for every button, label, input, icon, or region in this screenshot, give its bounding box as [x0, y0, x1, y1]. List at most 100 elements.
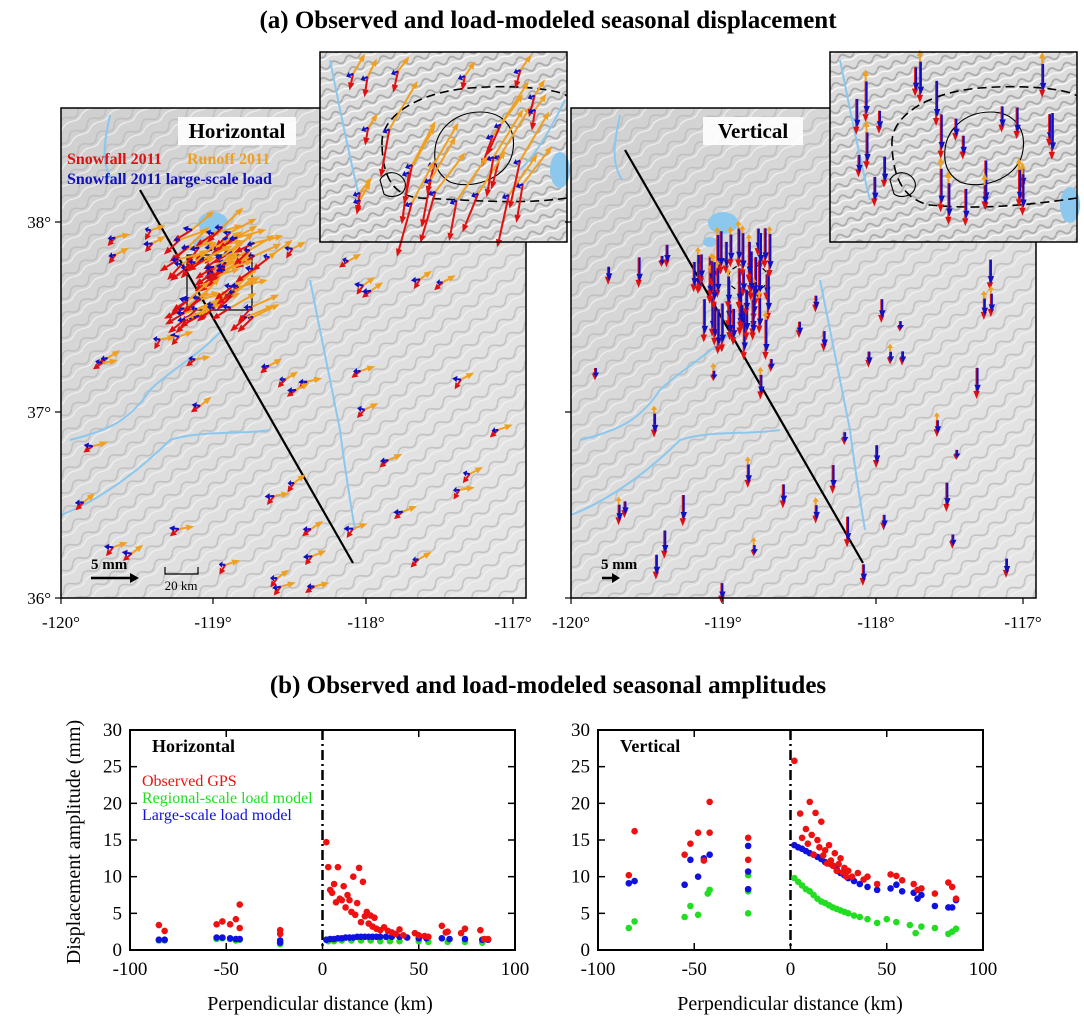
data-point-observed-gps	[400, 932, 407, 939]
largescale-arrow	[532, 110, 535, 111]
data-point-regional-scale-load-model	[745, 910, 752, 917]
data-point-observed-gps	[626, 872, 633, 879]
distance-scale-label: 20 km	[165, 578, 198, 593]
data-point-large-scale-load-model	[745, 886, 752, 893]
data-point-observed-gps	[695, 829, 702, 836]
largescale-arrow	[148, 230, 151, 231]
legend-entry: Large-scale load model	[142, 807, 292, 824]
data-point-large-scale-load-model	[695, 873, 702, 880]
map-label-horizontal: Horizontal	[189, 119, 286, 143]
data-point-observed-gps	[425, 934, 432, 941]
y-tick-label: 25	[571, 757, 590, 778]
data-point-observed-gps	[833, 868, 840, 875]
data-point-observed-gps	[814, 837, 821, 844]
y-tick-label: 30	[571, 720, 590, 741]
data-point-large-scale-load-model	[899, 888, 906, 895]
data-point-observed-gps	[745, 835, 752, 842]
data-point-observed-gps	[329, 890, 336, 897]
data-point-observed-gps	[335, 864, 342, 871]
data-point-observed-gps	[346, 897, 353, 904]
largescale-arrow	[409, 203, 412, 204]
data-point-observed-gps	[360, 879, 367, 886]
data-point-observed-gps	[803, 826, 810, 833]
data-point-large-scale-load-model	[626, 880, 633, 887]
data-point-large-scale-load-model	[745, 868, 752, 875]
largescale-arrow	[184, 300, 188, 301]
vertical-inset	[830, 50, 1080, 242]
data-point-observed-gps	[219, 918, 226, 925]
x-tick-label: 0	[786, 959, 796, 980]
lon-tick-label: -119°	[194, 613, 231, 632]
data-point-observed-gps	[849, 873, 856, 880]
data-point-large-scale-load-model	[887, 885, 894, 892]
largescale-arrow	[409, 165, 412, 166]
panel-b-title: (b) Observed and load-modeled seasonal a…	[270, 672, 827, 699]
largescale-arrow	[127, 553, 131, 554]
largescale-arrow	[365, 128, 368, 129]
data-point-regional-scale-load-model	[706, 887, 713, 894]
y-tick-label: 20	[571, 793, 590, 814]
data-point-large-scale-load-model	[745, 843, 752, 850]
data-point-large-scale-load-model	[462, 936, 469, 943]
data-point-observed-gps	[340, 883, 347, 890]
lon-tick-label: -117°	[494, 613, 531, 632]
largescale-arrow	[210, 233, 214, 234]
data-point-regional-scale-load-model	[864, 916, 871, 923]
x-tick-label: -50	[682, 959, 707, 980]
largescale-arrow	[188, 229, 192, 230]
data-point-regional-scale-load-model	[874, 920, 881, 927]
data-point-observed-gps	[156, 922, 163, 929]
x-tick-label: 50	[409, 959, 428, 980]
largescale-arrow	[462, 76, 465, 77]
largescale-arrow	[251, 255, 255, 256]
y-tick-label: 15	[571, 830, 590, 851]
data-point-observed-gps	[812, 810, 819, 817]
data-point-large-scale-load-model	[874, 887, 881, 894]
data-point-observed-gps	[415, 932, 422, 939]
largescale-arrow	[467, 473, 470, 474]
largescale-arrow	[265, 366, 269, 367]
largescale-arrow	[517, 161, 520, 162]
largescale-arrow	[506, 195, 509, 196]
data-point-large-scale-load-model	[446, 936, 453, 943]
data-point-regional-scale-load-model	[851, 912, 858, 919]
data-point-observed-gps	[874, 881, 881, 888]
largescale-arrow	[266, 256, 269, 257]
largescale-arrow	[490, 136, 493, 137]
data-point-observed-gps	[371, 914, 378, 921]
largescale-arrow	[277, 587, 281, 588]
data-point-large-scale-load-model	[439, 935, 446, 942]
data-point-observed-gps	[893, 873, 900, 880]
data-point-observed-gps	[818, 818, 825, 825]
data-point-large-scale-load-model	[864, 884, 871, 891]
runoff-arrow	[160, 338, 168, 339]
data-point-regional-scale-load-model	[695, 912, 702, 919]
data-point-observed-gps	[864, 873, 871, 880]
data-point-observed-gps	[845, 868, 852, 875]
data-point-large-scale-load-model	[631, 878, 638, 885]
data-point-observed-gps	[816, 844, 823, 851]
data-point-observed-gps	[791, 758, 798, 765]
largescale-arrow	[532, 95, 535, 96]
largescale-arrow	[234, 238, 238, 239]
largescale-arrow	[517, 70, 520, 71]
data-point-large-scale-load-model	[681, 881, 688, 888]
data-point-observed-gps	[805, 840, 812, 847]
largescale-arrow	[416, 279, 420, 280]
data-point-large-scale-load-model	[213, 934, 220, 941]
data-point-observed-gps	[953, 895, 960, 902]
data-point-large-scale-load-model	[161, 936, 168, 943]
y-tick-label: 10	[571, 867, 590, 888]
largescale-arrow	[361, 409, 364, 410]
largescale-arrow	[99, 362, 102, 363]
data-point-observed-gps	[477, 927, 484, 934]
map-label-vertical: Vertical	[718, 119, 789, 143]
data-point-observed-gps	[277, 931, 284, 938]
largescale-arrow	[89, 446, 93, 447]
largescale-arrow	[350, 74, 353, 75]
runoff-arrow	[274, 495, 282, 496]
data-point-observed-gps	[462, 925, 469, 932]
data-point-observed-gps	[899, 877, 906, 884]
